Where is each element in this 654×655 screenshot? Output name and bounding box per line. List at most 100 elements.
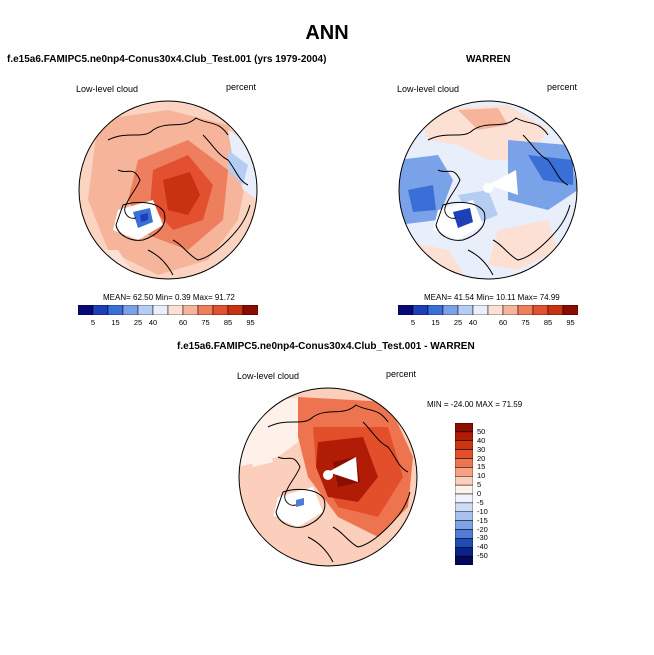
colorbar-swatch: [455, 538, 473, 548]
colorbar-tick-label: -30: [477, 533, 488, 543]
panel3-pole-wedge: [328, 457, 358, 482]
colorbar-swatch: [455, 493, 473, 504]
colorbar-swatch: [227, 305, 244, 315]
colorbar-swatch: [152, 305, 169, 315]
panel3-field-zone: [248, 442, 273, 467]
colorbar-swatch: [532, 305, 549, 315]
colorbar-swatch: [212, 305, 229, 315]
colorbar-tick-label: -10: [477, 506, 488, 516]
colorbar-swatch: [547, 305, 564, 315]
colorbar-tick-label: 20: [477, 453, 486, 463]
panel2-map-border: [398, 100, 578, 280]
panel1-variable-label: Low-level cloud: [76, 84, 139, 94]
colorbar-swatch: [457, 305, 474, 315]
colorbar-swatch: [455, 423, 473, 433]
colorbar-tick-label: 5: [477, 480, 482, 490]
panel3-map-border: [238, 387, 418, 567]
colorbar-swatch: [427, 305, 444, 315]
panel2-pole-hole: [483, 183, 493, 193]
colorbar-swatch: [455, 529, 473, 539]
panel1-stats: MEAN= 62.50 Min= 0.39 Max= 91.72: [103, 293, 235, 302]
panel3-greenland-white: [273, 487, 323, 527]
colorbar-tick-label: 60: [178, 318, 188, 327]
panel2-colorbar-ticks: 5 15 25 40 60 75 85 95: [398, 318, 578, 330]
colorbar-swatch: [455, 502, 473, 512]
panel3-colorbar-ticks: 50 40 30 20 15 10 5 0 -5 -10 -15 -20 -30 -40 -50: [477, 423, 507, 565]
panel1-field-zone: [140, 213, 148, 222]
colorbar-swatch: [502, 305, 519, 315]
colorbar-swatch: [517, 305, 534, 315]
panel1-title: f.e15a6.FAMIPC5.ne0np4-Conus30x4.Club_Te…: [7, 54, 327, 65]
colorbar-tick-label: -15: [477, 515, 488, 525]
panel2-polar-map: [398, 100, 578, 280]
colorbar-tick-label: 15: [111, 318, 120, 327]
colorbar-swatch: [455, 458, 473, 468]
colorbar-swatch: [472, 305, 489, 315]
colorbar-swatch: [455, 467, 473, 477]
panel2-coastlines: [427, 117, 571, 276]
panel3-units-label: percent: [386, 369, 417, 379]
colorbar-tick-label: 75: [521, 318, 530, 327]
colorbar-swatch: [455, 484, 473, 495]
colorbar-swatch: [487, 305, 504, 315]
colorbar-swatch: [455, 440, 473, 450]
panel2-field-zone: [453, 208, 473, 228]
panel2-variable-label: Low-level cloud: [397, 84, 460, 94]
colorbar-swatch: [197, 305, 214, 315]
colorbar-tick-label: 60: [498, 318, 508, 327]
colorbar-tick-label: 25: [453, 318, 463, 327]
colorbar-swatch: [398, 305, 414, 315]
panel2-colorbar: [398, 305, 578, 315]
panel1-polar-map: [78, 100, 258, 280]
panel2-stats: MEAN= 41.54 Min= 10.11 Max= 74.99: [424, 293, 560, 302]
panel3-variable-label: Low-level cloud: [237, 371, 300, 381]
panel3-field-zone: [296, 498, 304, 507]
panel2-field-zone: [528, 155, 573, 185]
colorbar-tick-label: 10: [477, 471, 486, 481]
panel2-title: WARREN: [466, 54, 511, 65]
colorbar-swatch: [442, 305, 459, 315]
colorbar-tick-label: 5: [410, 318, 416, 327]
colorbar-tick-label: 50: [477, 426, 486, 436]
panel1-coastlines: [107, 117, 251, 276]
colorbar-tick-label: -50: [477, 551, 488, 561]
colorbar-tick-label: 95: [246, 318, 255, 327]
panel1-colorbar: [78, 305, 258, 315]
colorbar-swatch: [455, 520, 473, 530]
figure-title: ANN: [305, 22, 349, 44]
colorbar-tick-label: 15: [431, 318, 440, 327]
colorbar-tick-label: 75: [201, 318, 210, 327]
colorbar-swatch: [137, 305, 154, 315]
colorbar-tick-label: 25: [133, 318, 143, 327]
colorbar-swatch: [455, 547, 473, 557]
colorbar-tick-label: 40: [468, 318, 478, 327]
colorbar-tick-label: 85: [543, 318, 553, 327]
colorbar-swatch: [242, 305, 258, 315]
colorbar-tick-label: 40: [477, 435, 486, 445]
colorbar-tick-label: 5: [90, 318, 96, 327]
panel3-pole-hole: [323, 470, 333, 480]
panel1-field-zone: [228, 150, 248, 185]
colorbar-swatch: [455, 431, 473, 441]
panel3-colorbar: [455, 423, 473, 565]
colorbar-tick-label: 0: [477, 489, 482, 498]
colorbar-swatch: [107, 305, 124, 315]
colorbar-swatch: [412, 305, 429, 315]
colorbar-tick-label: 15: [477, 462, 486, 472]
colorbar-swatch: [562, 305, 578, 315]
colorbar-tick-label: -5: [477, 497, 484, 507]
colorbar-swatch: [78, 305, 94, 315]
panel2-field-zone: [458, 190, 498, 225]
colorbar-swatch: [92, 305, 109, 315]
colorbar-tick-label: -20: [477, 524, 488, 534]
colorbar-tick-label: -40: [477, 542, 488, 552]
colorbar-swatch: [455, 555, 473, 565]
panel3-stats: MIN = -24.00 MAX = 71.59: [427, 400, 523, 409]
colorbar-tick-label: 30: [477, 444, 486, 454]
panel2-field-zone: [488, 220, 558, 270]
panel1-colorbar-ticks: 5 15 25 40 60 75 85 95: [78, 318, 258, 330]
colorbar-tick-label: 85: [223, 318, 233, 327]
panel2-pole-wedge: [488, 170, 518, 195]
colorbar-swatch: [455, 476, 473, 486]
colorbar-tick-label: 40: [148, 318, 158, 327]
